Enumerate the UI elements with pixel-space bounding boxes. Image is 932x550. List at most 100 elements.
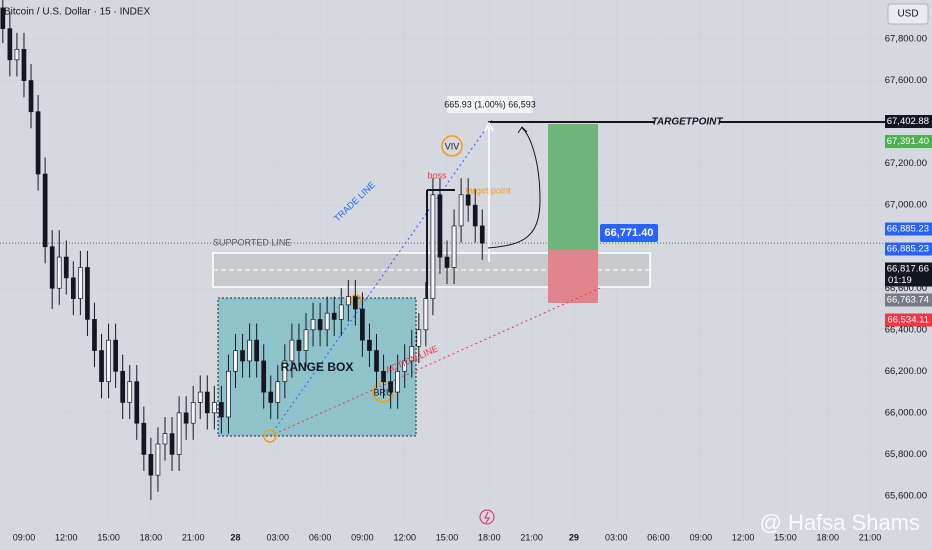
y-tick-label: 66,000.00: [885, 407, 927, 418]
candle-body: [176, 412, 182, 455]
candle-body: [331, 312, 337, 320]
candle-body: [374, 350, 379, 372]
candle-body: [78, 267, 83, 299]
countdown: 01:19: [888, 275, 912, 286]
candle-body: [141, 422, 147, 455]
candle-body: [423, 298, 429, 331]
event-icon: [479, 509, 495, 525]
price-label-box: [885, 242, 932, 256]
candle-body: [296, 339, 302, 351]
candle-body: [451, 225, 457, 268]
boss-label: boss: [427, 170, 447, 180]
candle-body: [63, 256, 69, 279]
price-label: 66,885.23: [887, 224, 929, 235]
candle-body: [70, 277, 76, 299]
measure-box: [447, 96, 533, 113]
candle-body: [388, 381, 393, 393]
candle-body: [310, 319, 316, 331]
x-tick-label: 15:00: [97, 532, 120, 542]
x-tick-label: 28: [230, 532, 240, 542]
measure-head: [484, 121, 494, 132]
watermark: @ Hafsa Shams: [760, 510, 921, 535]
range-box-label: RANGE BOX: [281, 360, 354, 374]
y-tick-label: 66,200.00: [885, 366, 927, 377]
x-tick-label: 18:00: [140, 532, 163, 542]
candle-body: [183, 412, 189, 424]
trade-line: [269, 119, 493, 437]
y-tick-label: 66,600.00: [885, 283, 927, 294]
price-label-box: [885, 135, 932, 149]
candle-body: [99, 350, 104, 383]
candle-body: [240, 350, 245, 362]
candle-body: [275, 381, 281, 403]
y-tick-label: 65,600.00: [885, 490, 927, 501]
x-tick-label: 03:00: [605, 532, 628, 542]
candle-body: [324, 312, 330, 331]
target-label-bg: [654, 115, 720, 129]
price-label: 66,534.11: [887, 315, 929, 326]
candle-body: [42, 173, 48, 248]
candle-body: [303, 329, 309, 351]
x-tick-label: 12:00: [55, 532, 78, 542]
candle-body: [409, 346, 415, 362]
candle-body: [127, 381, 133, 403]
position-box: [600, 224, 658, 242]
x-tick-label: 18:00: [478, 532, 501, 542]
candle-body: [254, 339, 259, 362]
y-tick-label: 65,800.00: [885, 449, 927, 460]
x-tick-label: 03:00: [267, 532, 290, 542]
candle-body: [56, 256, 62, 289]
supported-label: SUPPORTED LINE: [213, 237, 291, 247]
candle-body: [360, 308, 365, 341]
price-label: 67,391.40: [887, 136, 929, 147]
candle-body: [247, 339, 252, 362]
candle-body: [120, 370, 126, 403]
candle-body: [113, 339, 118, 372]
currency-box: [887, 3, 929, 25]
candle-body: [353, 296, 358, 310]
candle-body: [416, 329, 422, 347]
candle-body: [479, 225, 485, 244]
x-tick-label: 21:00: [520, 532, 543, 542]
candle-body: [169, 433, 175, 455]
candle-body: [395, 370, 401, 393]
measure-label: 665.93 (1.00%) 66,593: [444, 99, 536, 109]
price-label: 66,885.23: [887, 244, 929, 255]
candle-body: [458, 194, 464, 227]
candle-body: [226, 370, 231, 418]
x-tick-label: 12:00: [393, 532, 416, 542]
price-label-box: [885, 313, 932, 327]
x-tick-label: 29: [569, 532, 579, 542]
candle-body: [162, 433, 168, 445]
price-label: 66,817.66: [887, 264, 929, 275]
candle-body: [437, 194, 443, 258]
candle-body: [289, 339, 295, 362]
y-tick-label: 66,400.00: [885, 324, 927, 335]
candle-body: [472, 204, 478, 227]
price-label-box: [885, 262, 932, 287]
candle-body: [21, 49, 27, 81]
position-label: 66,771.40: [605, 227, 654, 239]
candle-body: [134, 381, 140, 424]
x-tick-label: 15:00: [436, 532, 459, 542]
candle-body: [338, 304, 344, 320]
candle-body: [106, 339, 111, 383]
bru-label: BRU: [373, 387, 392, 397]
candle-body: [190, 402, 196, 424]
x-axis: 67,800.00 67,600.00 67,200.00 67,000.00 66,6…: [13, 34, 927, 543]
candle-body: [402, 360, 408, 372]
candle-body: [430, 194, 436, 299]
y-tick-label: 67,800.00: [885, 34, 927, 45]
x-tick-label: 06:00: [309, 532, 332, 542]
candle-body: [14, 49, 20, 61]
path-arrow: [487, 127, 541, 249]
candle-body: [444, 256, 450, 268]
candle-body: [7, 28, 13, 61]
candle-body: [317, 319, 323, 331]
x-tick-label: 18:00: [816, 532, 839, 542]
candle-body: [261, 360, 267, 393]
x-tick-label: 15:00: [774, 532, 797, 542]
candle-body: [465, 194, 471, 206]
price-label-box: [885, 293, 932, 307]
candle-body: [49, 246, 55, 289]
